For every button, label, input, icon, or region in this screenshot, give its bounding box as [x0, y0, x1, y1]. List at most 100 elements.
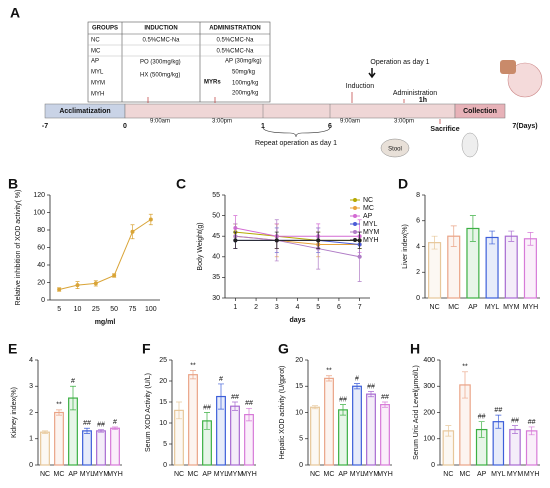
y-tick-label: 8: [416, 192, 420, 199]
y-tick-label: 120: [33, 192, 45, 199]
y-tick-label: 40: [212, 254, 220, 261]
y-tick-label: 0: [299, 462, 303, 469]
significance: #: [113, 419, 117, 426]
bar: [504, 235, 518, 299]
x-axis-label: days: [290, 317, 306, 324]
x-tick-label: MC: [324, 471, 335, 478]
bar: [244, 414, 254, 466]
day-label: 7(Days): [512, 123, 537, 130]
timeline-segment: [124, 103, 456, 119]
table-header: GROUPS: [92, 26, 118, 32]
y-axis-label: Hepatic XOD activity (U/gprot): [279, 366, 286, 460]
significance: #: [355, 375, 359, 382]
timeline-segment: [454, 103, 506, 119]
y-tick-label: 4: [416, 243, 420, 250]
bar: [525, 430, 538, 466]
panel-label: F: [142, 341, 151, 357]
cell: 200mg/kg: [232, 91, 258, 97]
cell: 0.5%CMC-Na: [216, 49, 254, 55]
y-axis-label: Serum XOD Activity (U/L): [145, 373, 152, 452]
x-tick-label: 7: [358, 304, 362, 311]
error-bar: [84, 427, 90, 434]
x-tick-label: MC: [460, 471, 471, 478]
x-tick-label: 100: [145, 306, 157, 313]
time-label: 3:00pm: [212, 119, 232, 125]
x-tick-label: NC: [430, 304, 440, 311]
panel-label: B: [8, 176, 18, 192]
significance: ##: [97, 421, 105, 428]
marker: [93, 281, 98, 286]
bar: [310, 406, 320, 466]
error-bar: [176, 401, 182, 420]
x-tick-label: MYM: [503, 304, 520, 311]
error-bar: [382, 401, 388, 408]
bar: [338, 409, 348, 466]
day-label: 6: [328, 123, 332, 130]
marker: [357, 254, 362, 259]
significance: #: [219, 376, 223, 383]
y-tick-label: 35: [212, 274, 220, 281]
y-tick-label: 200: [423, 409, 435, 416]
organ-icon: [500, 60, 516, 74]
x-tick-label: 75: [129, 306, 137, 313]
bar: [324, 377, 334, 466]
x-tick-label: 1: [233, 304, 237, 311]
y-axis-label: Relative inhibition of XOD activity( %): [15, 190, 22, 306]
y-tick-label: 10: [295, 409, 303, 416]
y-tick-label: 5: [299, 436, 303, 443]
y-axis-label: Body Weight(g): [197, 222, 204, 270]
y-tick-label: 0: [416, 295, 420, 302]
legend-label: MC: [363, 205, 374, 212]
x-tick-label: NC: [310, 471, 320, 478]
significance: **: [190, 362, 196, 369]
x-tick-label: AP: [202, 471, 212, 478]
y-tick-label: 100: [33, 209, 45, 216]
x-tick-label: AP: [468, 304, 478, 311]
x-tick-label: MC: [188, 471, 199, 478]
line: [235, 227, 360, 237]
x-tick-label: MC: [54, 471, 65, 478]
x-tick-label: MYH: [524, 471, 540, 478]
error-bar: [450, 225, 457, 247]
bar: [40, 431, 50, 466]
y-tick-label: 3: [29, 383, 33, 390]
arrow: [368, 68, 376, 79]
significance: ##: [381, 394, 389, 401]
x-tick-label: MYH: [523, 304, 539, 311]
x-tick-label: 3: [275, 304, 279, 311]
group: AP: [91, 59, 99, 65]
legend-label: NC: [363, 197, 373, 204]
y-axis-label: Kidney index(%): [11, 387, 18, 438]
panel-label: C: [176, 176, 186, 192]
x-tick-label: AP: [338, 471, 348, 478]
bar: [428, 242, 442, 299]
brace: [262, 127, 331, 138]
marker: [233, 238, 238, 243]
y-tick-label: 5: [163, 441, 167, 448]
x-tick-label: MYH: [241, 471, 257, 478]
x-tick-label: NC: [40, 471, 50, 478]
error-bar: [190, 370, 196, 380]
x-tick-label: MYM: [227, 471, 244, 478]
y-tick-label: 0: [431, 462, 435, 469]
timeline-label: Acclimatization: [59, 108, 110, 115]
group: MYH: [91, 92, 104, 98]
y-tick-label: 25: [159, 357, 167, 364]
y-tick-label: 20: [295, 357, 303, 364]
x-tick-label: MYL: [350, 471, 365, 478]
x-tick-label: 10: [74, 306, 82, 313]
time-label: 3:00pm: [394, 119, 414, 125]
x-tick-label: NC: [174, 471, 184, 478]
y-tick-label: 80: [37, 227, 45, 234]
x-tick-label: NC: [443, 471, 453, 478]
error-bar: [312, 405, 318, 410]
error-bar: [218, 383, 224, 410]
bar: [485, 236, 499, 299]
y-tick-label: 0: [41, 297, 45, 304]
panel-label: G: [278, 341, 289, 357]
error-bar: [368, 391, 374, 398]
error-bar: [204, 412, 210, 430]
significance: ##: [478, 414, 486, 421]
error-bar: [431, 235, 438, 250]
